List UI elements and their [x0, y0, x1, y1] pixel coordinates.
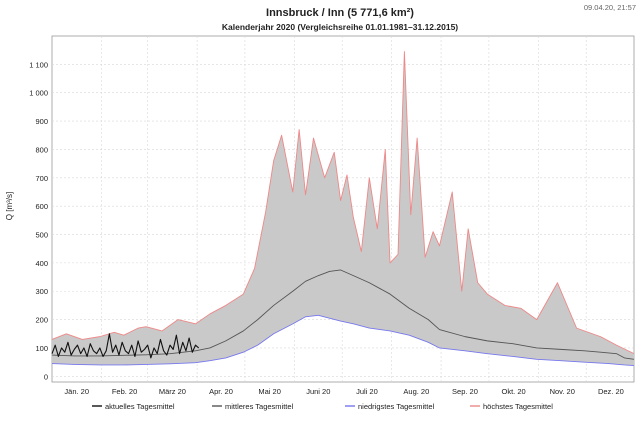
- chart-subtitle: Kalenderjahr 2020 (Vergleichsreihe 01.01…: [222, 22, 458, 32]
- y-tick-label: 700: [35, 174, 48, 183]
- x-tick-label: Okt. 20: [502, 387, 526, 396]
- series-line-3: [51, 314, 635, 367]
- chart-title: Innsbruck / Inn (5 771,6 km²): [266, 7, 414, 19]
- series-lines: [51, 51, 635, 367]
- series-line-2: [51, 269, 635, 360]
- y-tick-label: 0: [44, 372, 48, 381]
- min-max-band: [52, 51, 634, 366]
- x-tick-label: Juni 20: [306, 387, 330, 396]
- x-tick-label: Mai 20: [258, 387, 281, 396]
- y-tick-label: 400: [35, 259, 48, 268]
- y-tick-label: 500: [35, 231, 48, 240]
- range-band-area: [52, 51, 634, 366]
- x-tick-label: Juli 20: [356, 387, 378, 396]
- y-tick-label: 300: [35, 287, 48, 296]
- legend: aktuelles Tagesmittel mittleres Tagesmitt…: [92, 402, 553, 411]
- legend-label: mittleres Tagesmittel: [225, 402, 294, 411]
- x-tick-label: Sep. 20: [452, 387, 478, 396]
- y-tick-label: 600: [35, 202, 48, 211]
- y-tick-label: 100: [35, 344, 48, 353]
- x-tick-label: Dez. 20: [598, 387, 624, 396]
- timestamp: 09.04.20, 21:57: [584, 3, 636, 12]
- y-tick-label: 200: [35, 316, 48, 325]
- x-tick-label: Apr. 20: [209, 387, 233, 396]
- series-line-4: [51, 51, 635, 355]
- y-tick-label: 800: [35, 145, 48, 154]
- x-tick-label: Feb. 20: [112, 387, 137, 396]
- legend-label: höchstes Tagesmittel: [483, 402, 553, 411]
- y-tick-label: 1 100: [29, 60, 48, 69]
- y-tick-label: 900: [35, 117, 48, 126]
- x-tick-label: März 20: [159, 387, 186, 396]
- gridlines: [51, 35, 635, 383]
- x-tick-label: Nov. 20: [550, 387, 575, 396]
- legend-label: aktuelles Tagesmittel: [105, 402, 175, 411]
- y-tick-label: 1 000: [29, 89, 48, 98]
- series-line-1: [51, 333, 200, 359]
- axes: 0 100 200 300 400 500 600 700 800 900 1 000 1 100 Jä…: [29, 60, 624, 396]
- x-tick-label: Jän. 20: [64, 387, 89, 396]
- y-axis-label: Q [m³/s]: [5, 192, 14, 220]
- x-tick-label: Aug. 20: [403, 387, 429, 396]
- legend-label: niedrigstes Tagesmittel: [358, 402, 434, 411]
